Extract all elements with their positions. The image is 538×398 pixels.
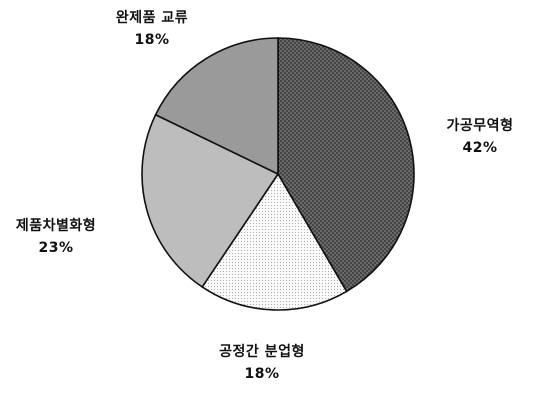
slice-label-4: 완제품 교류 <box>116 10 188 26</box>
pie-slice-1 <box>277 37 415 293</box>
slice-percent-2: 18% <box>244 366 279 382</box>
slice-percent-1: 42% <box>462 140 497 156</box>
slice-percent-3: 23% <box>38 240 73 256</box>
slice-label-1: 가공무역형 <box>447 117 514 134</box>
slice-percent-4: 18% <box>134 32 169 48</box>
slice-label-3: 제품차별화형 <box>16 217 96 234</box>
slice-label-2: 공정간 분업형 <box>219 343 305 360</box>
pie-slice-2 <box>201 172 348 311</box>
pie-slice-4 <box>154 37 279 176</box>
